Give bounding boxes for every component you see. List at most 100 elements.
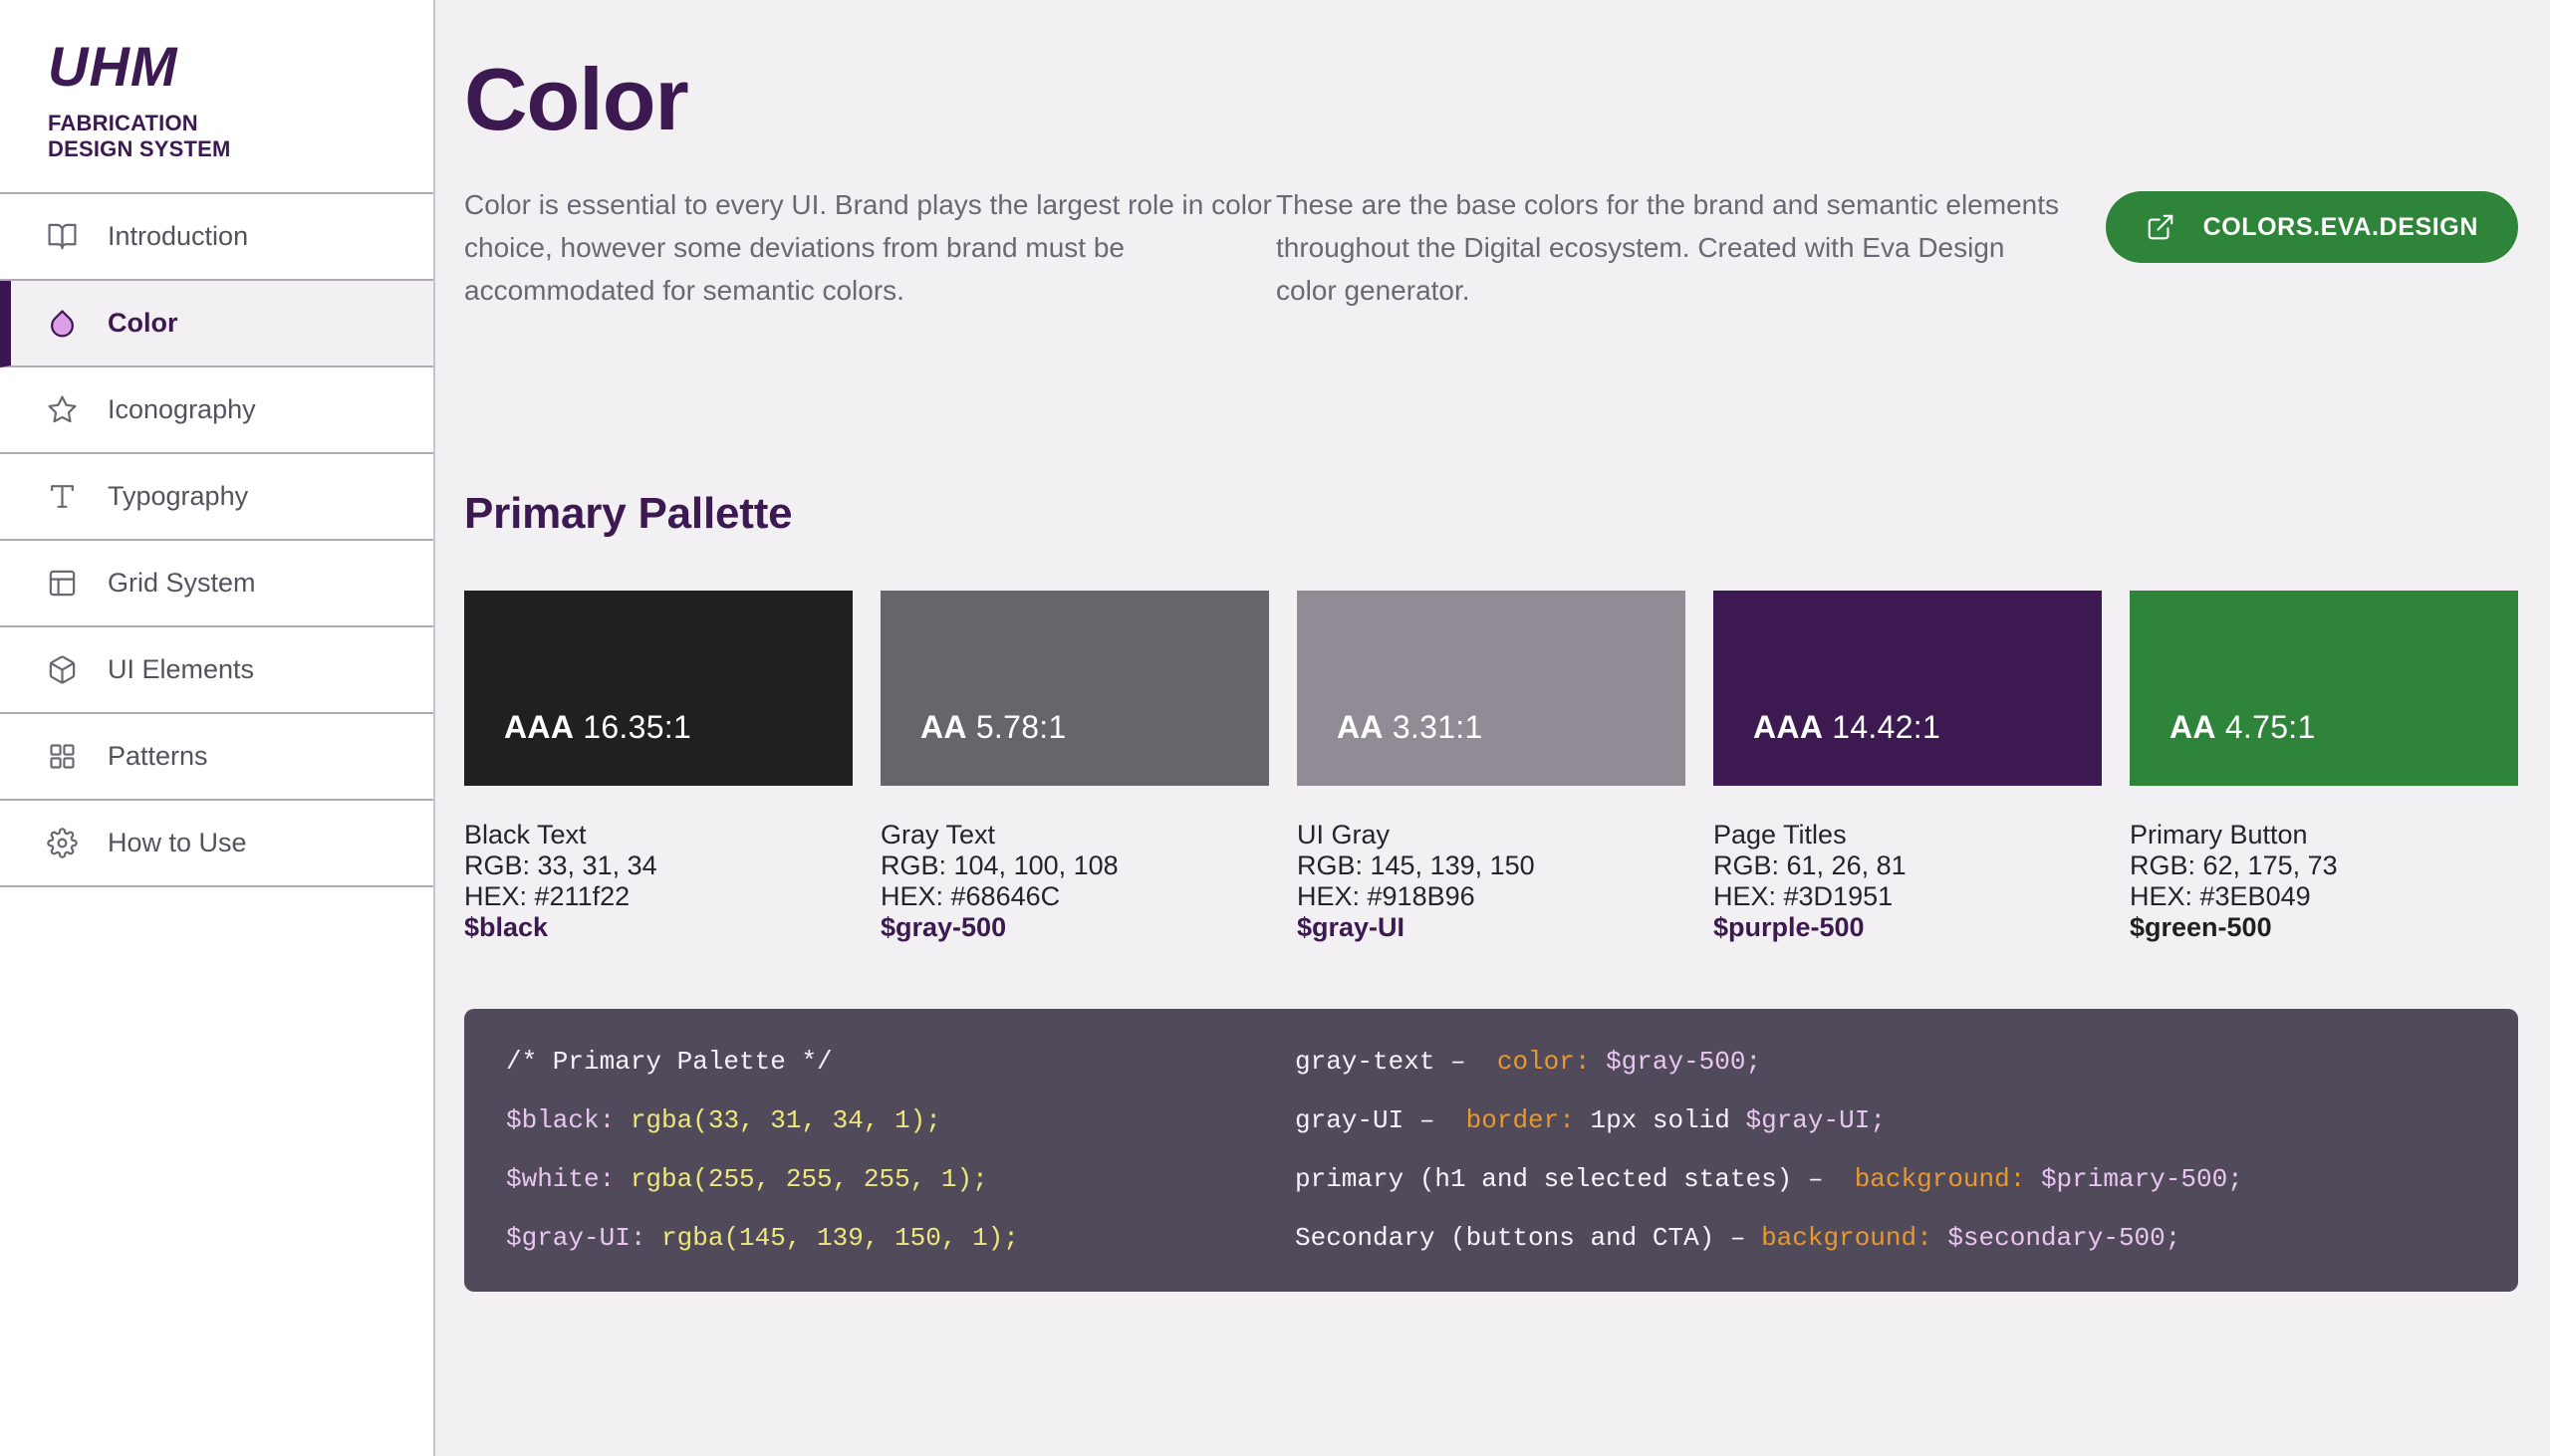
- swatch-name: UI Gray: [1297, 820, 1391, 850]
- code-column-left: /* Primary Palette */ $black: rgba(33, 31…: [506, 1033, 1295, 1268]
- sidebar-item-label: Typography: [108, 480, 249, 511]
- swatch-variable: $black: [464, 912, 549, 943]
- swatch-tile: AA 3.31:1: [1297, 591, 1685, 787]
- swatch-black-text: AAA 16.35:1 Black Text RGB: 33, 31, 34 HEX: …: [464, 591, 853, 943]
- code-column-right: gray-text – color: $gray-500; gray-UI – b…: [1295, 1033, 2243, 1268]
- sidebar-item-introduction[interactable]: Introduction: [0, 193, 433, 281]
- intro-paragraph-left: Color is essential to every UI. Brand pl…: [464, 189, 1272, 307]
- code-block: /* Primary Palette */ $black: rgba(33, 31…: [464, 1009, 2518, 1293]
- swatch-variable: $purple-500: [1713, 912, 1865, 943]
- intro-paragraph-right: These are the base colors for the brand …: [1276, 189, 2059, 307]
- section-title: Primary Pallette: [464, 489, 793, 539]
- swatch-tile: AAA 16.35:1: [464, 591, 853, 787]
- swatch-variable: $gray-500: [881, 912, 1007, 943]
- logo-block[interactable]: UHM FABRICATION DESIGN SYSTEM: [0, 0, 433, 194]
- book-open-icon: [47, 221, 78, 252]
- sidebar-item-patterns[interactable]: Patterns: [0, 713, 433, 801]
- code-line: Secondary (buttons and CTA) – background…: [1295, 1223, 2181, 1254]
- swatch-ui-gray: AA 3.31:1 UI Gray RGB: 145, 139, 150 HEX: #9…: [1297, 591, 1685, 943]
- contrast-label: AA 3.31:1: [1337, 709, 1483, 746]
- colors-eva-design-button-label: COLORS.EVA.DESIGN: [2202, 212, 2478, 241]
- sidebar: UHM FABRICATION DESIGN SYSTEM Introducti…: [0, 0, 435, 1456]
- page-title: Color: [464, 50, 689, 148]
- sidebar-item-typography[interactable]: Typography: [0, 453, 433, 541]
- contrast-ratio: 4.75:1: [2224, 709, 2316, 746]
- swatch-hex: HEX: #3D1951: [1713, 881, 1894, 912]
- swatch-rgb: RGB: 145, 139, 150: [1297, 850, 1535, 881]
- brand-subtitle-line2: DESIGN SYSTEM: [48, 135, 231, 161]
- cube-icon: [47, 654, 78, 685]
- contrast-label: AAA 16.35:1: [504, 709, 691, 746]
- external-link-icon: [2146, 212, 2175, 242]
- swatch-rgb: RGB: 62, 175, 73: [2130, 850, 2338, 881]
- swatch-name: Black Text: [464, 820, 587, 850]
- sidebar-item-grid-system[interactable]: Grid System: [0, 540, 433, 627]
- swatch-name: Primary Button: [2130, 820, 2308, 850]
- sidebar-item-label: Iconography: [108, 393, 256, 424]
- swatch-primary-button: AA 4.75:1 Primary Button RGB: 62, 175, 73 HE…: [2130, 591, 2518, 943]
- swatch-hex: HEX: #68646C: [881, 881, 1061, 912]
- sidebar-item-label: How to Use: [108, 827, 247, 857]
- sidebar-item-label: Introduction: [108, 220, 249, 251]
- swatch-hex: HEX: #918B96: [1297, 881, 1475, 912]
- swatch-rgb: RGB: 104, 100, 108: [881, 850, 1119, 881]
- grid-layout-icon: [47, 568, 78, 599]
- sidebar-item-how-to-use[interactable]: How to Use: [0, 800, 433, 887]
- code-line: primary (h1 and selected states) – backg…: [1295, 1164, 2243, 1195]
- swatch-name: Page Titles: [1713, 820, 1847, 850]
- wcag-rating: AAA: [1753, 709, 1824, 746]
- swatch-rgb: RGB: 61, 26, 81: [1713, 850, 1907, 881]
- swatch-caption: Black Text RGB: 33, 31, 34 HEX: #211f22 $bl…: [464, 820, 853, 943]
- swatch-caption: Gray Text RGB: 104, 100, 108 HEX: #68646C $…: [881, 820, 1269, 943]
- swatch-variable: $gray-UI: [1297, 912, 1405, 943]
- swatch-caption: Page Titles RGB: 61, 26, 81 HEX: #3D1951 $p…: [1713, 820, 2102, 943]
- swatch-rgb: RGB: 33, 31, 34: [464, 850, 657, 881]
- code-line: $gray-UI: rgba(145, 139, 150, 1);: [506, 1223, 1019, 1254]
- swatch-hex: HEX: #3EB049: [2130, 881, 2311, 912]
- wcag-rating: AA: [1337, 709, 1384, 746]
- swatch-tile: AA 4.75:1: [2130, 591, 2518, 787]
- contrast-ratio: 5.78:1: [975, 709, 1067, 746]
- sidebar-item-label: Grid System: [108, 567, 256, 598]
- code-line: gray-UI – border: 1px solid $gray-UI;: [1295, 1105, 1886, 1136]
- sidebar-item-iconography[interactable]: Iconography: [0, 366, 433, 454]
- brand-subtitle: FABRICATION DESIGN SYSTEM: [48, 111, 413, 162]
- brand-logo: UHM: [48, 35, 178, 98]
- sidebar-item-color[interactable]: Color: [0, 280, 433, 367]
- wcag-rating: AAA: [504, 709, 575, 746]
- swatch-tile: AA 5.78:1: [881, 591, 1269, 787]
- swatch-tile: AAA 14.42:1: [1713, 591, 2102, 787]
- swatch-gray-text: AA 5.78:1 Gray Text RGB: 104, 100, 108 HEX: …: [881, 591, 1269, 943]
- contrast-ratio: 16.35:1: [583, 709, 692, 746]
- contrast-label: AA 5.78:1: [920, 709, 1067, 746]
- colors-eva-design-button[interactable]: COLORS.EVA.DESIGN: [2105, 191, 2518, 264]
- gear-icon: [47, 828, 78, 858]
- contrast-label: AA 4.75:1: [2169, 709, 2316, 746]
- code-line: gray-text – color: $gray-500;: [1295, 1047, 1762, 1078]
- main-content: Color Color is essential to every UI. Br…: [437, 0, 2550, 1456]
- contrast-ratio: 14.42:1: [1832, 709, 1941, 746]
- swatch-variable: $green-500: [2130, 912, 2272, 943]
- sidebar-item-label: Color: [108, 307, 178, 338]
- type-icon: [47, 481, 78, 512]
- swatch-caption: Primary Button RGB: 62, 175, 73 HEX: #3EB0…: [2130, 820, 2518, 943]
- contrast-ratio: 3.31:1: [1392, 709, 1483, 746]
- sidebar-item-ui-elements[interactable]: UI Elements: [0, 626, 433, 714]
- squares-icon: [47, 741, 78, 772]
- swatch-page-titles: AAA 14.42:1 Page Titles RGB: 61, 26, 81 HEX:…: [1713, 591, 2102, 943]
- intro-row: Color is essential to every UI. Brand pl…: [464, 183, 2518, 312]
- star-icon: [47, 394, 78, 425]
- droplet-icon: [47, 308, 78, 339]
- code-line: $white: rgba(255, 255, 255, 1);: [506, 1164, 988, 1195]
- swatch-hex: HEX: #211f22: [464, 881, 631, 912]
- swatch-caption: UI Gray RGB: 145, 139, 150 HEX: #918B96 $gr…: [1297, 820, 1685, 943]
- sidebar-nav: Introduction Color Iconography Typography Gr…: [0, 193, 433, 887]
- brand-subtitle-line1: FABRICATION: [48, 111, 198, 135]
- code-line: $black: rgba(33, 31, 34, 1);: [506, 1105, 941, 1136]
- swatch-name: Gray Text: [881, 820, 996, 850]
- contrast-label: AAA 14.42:1: [1753, 709, 1940, 746]
- swatch-row: AAA 16.35:1 Black Text RGB: 33, 31, 34 HEX: …: [464, 591, 2518, 943]
- wcag-rating: AA: [920, 709, 967, 746]
- wcag-rating: AA: [2169, 709, 2216, 746]
- code-line: /* Primary Palette */: [506, 1047, 833, 1078]
